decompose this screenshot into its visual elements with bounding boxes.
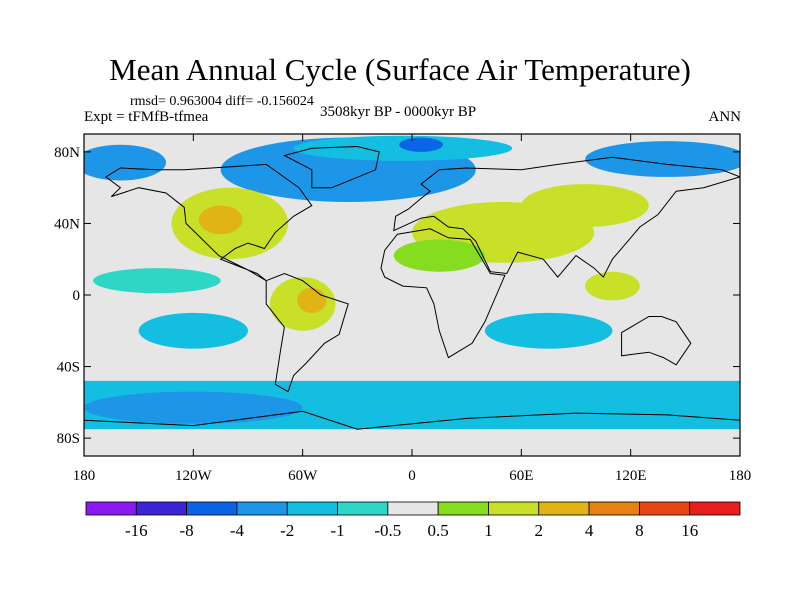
colorbar-label: -4 [230, 521, 245, 540]
region-arctic-bering [84, 144, 166, 181]
coastline-south-america [265, 272, 349, 393]
colorbar-label: -8 [180, 521, 194, 540]
x-tick-label: 60E [509, 468, 533, 484]
y-tick-label: 40N [54, 216, 80, 232]
region-north-america-hot [198, 205, 243, 235]
colorbar-box [85, 501, 137, 516]
y-tick-label: 80S [57, 431, 80, 447]
coastline-north-america [105, 163, 313, 282]
period-label: 3508kyr BP - 0000kyr BP [320, 104, 477, 120]
coastline-antarctica [84, 410, 740, 456]
region-tropical-atlantic-cool [93, 268, 221, 294]
colorbar-label: -2 [280, 521, 294, 540]
colorbar-box [437, 501, 489, 516]
coastline-europe-asia [393, 156, 740, 278]
colorbar-label: 1 [484, 521, 493, 540]
x-tick-label: 120E [615, 468, 647, 484]
y-tick-label: 40S [57, 360, 80, 376]
colorbar-box [236, 501, 288, 516]
colorbar-box [387, 501, 439, 516]
colorbar-label: 16 [681, 521, 698, 540]
experiment-label: Expt = tFMfB-tfmea [84, 109, 209, 125]
region-asia-warm [521, 184, 649, 228]
region-southern-ocean-cold [84, 391, 303, 424]
coastline-greenland [283, 145, 380, 189]
region-arctic-siberia [585, 141, 740, 177]
colorbar-box [538, 501, 590, 516]
x-tick-label: 180 [729, 468, 752, 484]
x-tick-label: 60W [288, 468, 318, 484]
map-area [84, 134, 740, 456]
region-sahara-green [393, 239, 485, 272]
x-tick-label: 0 [408, 468, 416, 484]
region-south-pacific-cool [138, 312, 248, 349]
y-tick-label: 0 [73, 288, 81, 304]
chart-title: Mean Annual Cycle (Surface Air Temperatu… [109, 52, 691, 87]
colorbar-box [135, 501, 188, 516]
y-tick-label: 80N [54, 145, 80, 161]
colorbar-label: 4 [585, 521, 594, 540]
region-indian-ocean-cool [484, 312, 613, 349]
colorbar-label: -0.5 [374, 521, 401, 540]
colorbar-label: 0.5 [428, 521, 449, 540]
colorbar: -16 -8 -4 -2 -1 -0.5 0.5 1 2 4 8 16 [85, 501, 741, 540]
colorbar-box [186, 501, 238, 516]
stats-line: rmsd= 0.963004 diff= -0.156024 [130, 94, 314, 109]
colorbar-box [337, 501, 389, 516]
x-tick-label: 120W [175, 468, 213, 484]
x-tick-label: 180 [73, 468, 96, 484]
colorbar-label: -1 [330, 521, 344, 540]
colorbar-label: -16 [125, 521, 148, 540]
region-south-america-hot [297, 287, 327, 313]
colorbar-box [689, 501, 741, 516]
colorbar-box [286, 501, 338, 516]
season-label: ANN [708, 109, 742, 125]
colorbar-label: 8 [635, 521, 644, 540]
region-arctic-core [399, 137, 443, 152]
colorbar-box [638, 501, 691, 516]
colorbar-label: 2 [535, 521, 544, 540]
colorbar-box [588, 501, 640, 516]
region-indonesia-warm [585, 271, 640, 301]
coastline-africa [380, 228, 506, 359]
colorbar-box [488, 501, 540, 516]
coastline-australia [621, 316, 692, 366]
